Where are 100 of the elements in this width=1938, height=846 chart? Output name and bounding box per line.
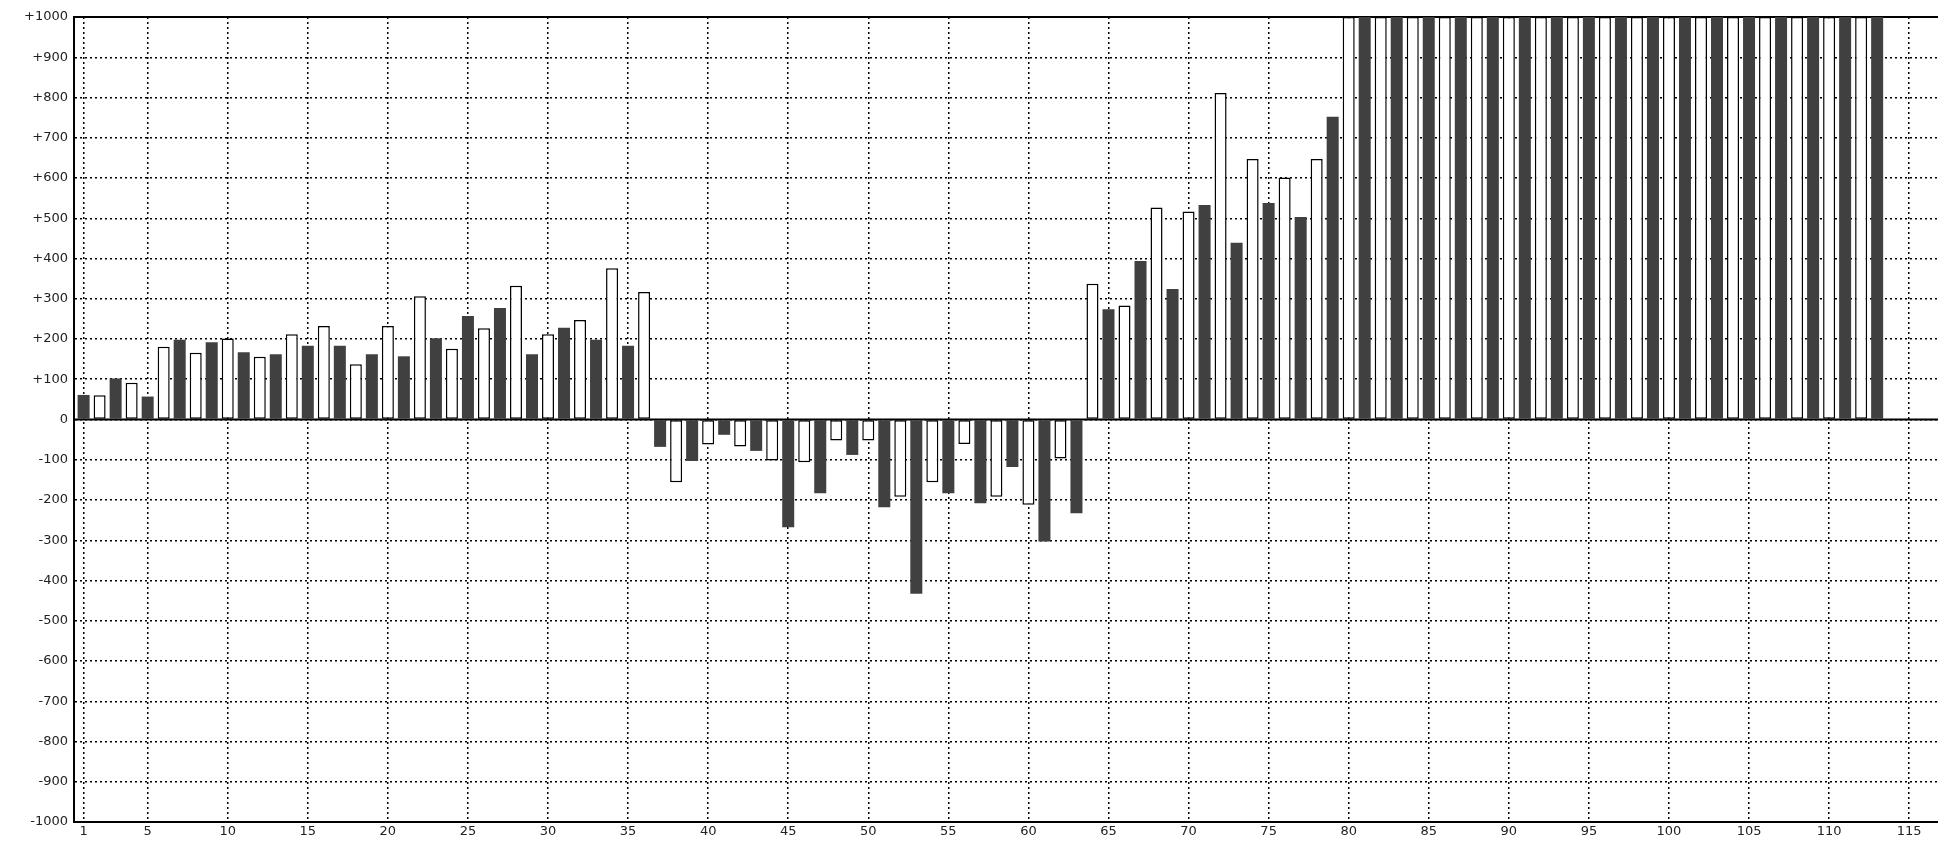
bar — [1486, 17, 1499, 419]
bar — [173, 339, 186, 419]
x-tick-label: 70 — [1180, 823, 1197, 839]
y-tick-label: -300 — [38, 531, 68, 547]
x-tick-label: 105 — [1736, 823, 1762, 839]
bar — [1582, 17, 1595, 419]
bar — [782, 420, 795, 528]
x-tick-label: 30 — [539, 823, 557, 839]
x-tick-label: 15 — [299, 823, 317, 839]
x-tick-label: 20 — [379, 823, 397, 839]
y-tick-label: -800 — [38, 732, 68, 748]
bar — [1134, 260, 1147, 419]
bar — [1807, 17, 1820, 419]
y-tick-label: 0 — [59, 410, 68, 426]
bar — [1775, 17, 1788, 419]
x-tick-label: 25 — [459, 823, 477, 839]
bar — [333, 345, 346, 419]
bar — [1198, 204, 1211, 419]
bar — [1614, 17, 1627, 419]
x-tick-label: 115 — [1896, 823, 1922, 839]
bar — [1070, 420, 1083, 514]
bar — [878, 420, 891, 508]
bar — [141, 396, 154, 419]
bar — [1422, 17, 1435, 419]
bar — [1550, 17, 1563, 419]
bar — [942, 420, 955, 494]
bar — [1390, 17, 1403, 419]
x-tick-label: 95 — [1580, 823, 1598, 839]
y-tick-label: +400 — [32, 249, 68, 265]
bar — [1839, 17, 1852, 419]
bar — [1102, 309, 1115, 419]
bar — [654, 420, 667, 447]
x-tick-label: 65 — [1100, 823, 1117, 839]
bar — [910, 420, 923, 594]
y-tick-label: -600 — [38, 652, 68, 668]
x-tick-label: 40 — [699, 823, 717, 839]
bar — [622, 345, 635, 419]
bar — [525, 354, 538, 419]
bar — [814, 420, 827, 494]
bar — [1678, 17, 1691, 419]
bar — [237, 352, 250, 419]
bar — [109, 378, 122, 419]
bar — [461, 316, 474, 419]
bar — [205, 342, 218, 419]
y-tick-label: +700 — [32, 129, 68, 145]
y-tick-label: -100 — [38, 451, 68, 467]
y-tick-label: +100 — [32, 370, 68, 386]
x-tick-label: 110 — [1816, 823, 1842, 839]
bar — [269, 354, 282, 419]
y-tick-label: +900 — [32, 48, 68, 64]
bar — [493, 308, 506, 419]
x-tick-label: 85 — [1420, 823, 1438, 839]
x-tick-label: 50 — [860, 823, 877, 839]
bar — [1646, 17, 1659, 419]
y-tick-label: -1000 — [30, 813, 68, 829]
bar — [590, 339, 603, 419]
bar — [1006, 420, 1019, 467]
x-tick-label: 5 — [143, 823, 152, 839]
bar — [1358, 17, 1371, 419]
x-tick-label: 55 — [940, 823, 957, 839]
bar — [1262, 202, 1275, 419]
bar — [718, 420, 731, 435]
y-tick-label: +300 — [32, 290, 68, 306]
bar — [974, 420, 987, 504]
y-tick-label: +600 — [32, 169, 68, 185]
bar — [1294, 217, 1307, 419]
bar — [1230, 242, 1243, 419]
y-tick-label: -900 — [38, 773, 68, 789]
x-tick-label: 35 — [619, 823, 637, 839]
x-tick-label: 80 — [1340, 823, 1357, 839]
bar — [397, 356, 410, 419]
x-tick-label: 100 — [1656, 823, 1682, 839]
x-tick-label: 1 — [79, 823, 88, 839]
bar — [77, 394, 90, 419]
y-tick-label: +200 — [32, 330, 68, 346]
bar — [1743, 17, 1756, 419]
bar — [1166, 289, 1179, 419]
x-tick-label: 90 — [1500, 823, 1518, 839]
y-tick-label: -700 — [38, 692, 68, 708]
x-tick-label: 10 — [219, 823, 237, 839]
x-tick-label: 75 — [1260, 823, 1277, 839]
bar — [1038, 420, 1051, 542]
y-tick-label: +800 — [32, 88, 68, 104]
bar — [686, 420, 699, 461]
y-tick-label: +1000 — [24, 8, 68, 24]
x-tick-label: 45 — [779, 823, 797, 839]
bar — [558, 327, 571, 419]
y-tick-label: -200 — [38, 491, 68, 507]
bar — [429, 338, 442, 419]
y-tick-label: +500 — [32, 209, 68, 225]
bar — [301, 345, 314, 419]
bar — [1454, 17, 1467, 419]
bar — [1871, 17, 1884, 419]
bar — [1326, 116, 1339, 419]
bar — [750, 420, 763, 451]
bar — [846, 420, 859, 455]
bar — [1518, 17, 1531, 419]
x-tick-label: 60 — [1020, 823, 1037, 839]
y-tick-label: -500 — [38, 612, 68, 628]
y-tick-label: -400 — [38, 571, 68, 587]
